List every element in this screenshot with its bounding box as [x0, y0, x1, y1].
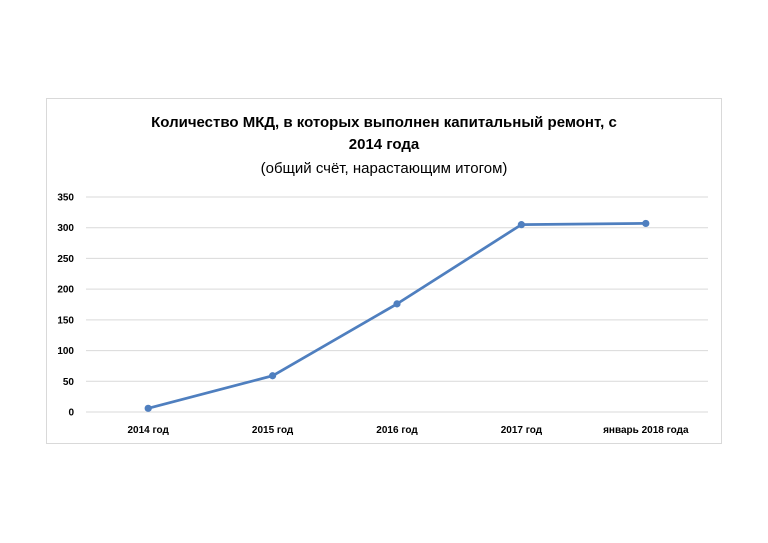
y-tick-label: 300: [57, 223, 74, 234]
y-tick-label: 350: [57, 193, 74, 204]
y-tick-label: 100: [57, 346, 74, 357]
chart-title: Количество МКД, в которых выполнен капит…: [46, 112, 722, 156]
x-axis-tick-labels: 2014 год 2015 год 2016 год 2017 год январь 2…: [128, 425, 689, 436]
data-point: [642, 219, 650, 228]
data-point: [393, 300, 401, 308]
series-layer: [144, 219, 650, 412]
x-tick-label: январь 2018 года: [603, 425, 689, 436]
series-line: [147, 222, 646, 410]
y-tick-label: 250: [57, 254, 74, 265]
y-tick-label: 0: [68, 408, 74, 419]
chart-title-line-1: Количество МКД, в которых выполнен капит…: [151, 114, 617, 131]
x-tick-label: 2016 год: [376, 425, 418, 436]
chart-title-line-2: 2014 года: [348, 136, 420, 153]
x-tick-label: 2015 год: [252, 425, 294, 436]
chart-frame: [46, 98, 722, 444]
gridlines: [86, 196, 708, 413]
y-tick-label: 50: [63, 377, 75, 388]
data-point: [517, 221, 526, 229]
y-axis-tick-labels: 0 50 100 150 200 250 300 350: [57, 193, 74, 419]
data-point: [269, 372, 277, 380]
x-tick-label: 2017 год: [501, 425, 543, 436]
y-tick-label: 150: [57, 315, 74, 326]
y-tick-label: 200: [57, 285, 74, 296]
x-tick-label: 2014 год: [128, 425, 170, 436]
chart-subtitle: (общий счёт, нарастающим итогом): [260, 160, 508, 177]
data-point: [144, 404, 152, 412]
